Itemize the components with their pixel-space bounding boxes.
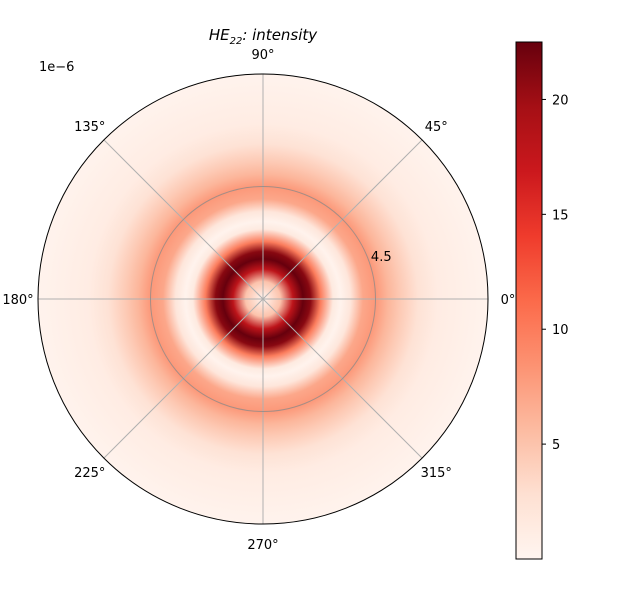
colorbar-ticks: 5 10 15 20 [542,93,569,453]
theta-tick-label: 315° [421,466,452,481]
theta-tick-label: 0° [501,293,516,308]
title-prefix: HE [209,26,230,44]
colorbar-tick-label: 15 [552,208,569,223]
r-gridlines [150,186,376,412]
title-subscript: 22 [230,36,243,47]
theta-tick-label: 135° [74,120,105,135]
theta-tick-label: 180° [2,293,33,308]
theta-tick-labels: 0° 45° 90° 135° 180° 225° 270° 315° [2,48,515,553]
colorbar [515,41,543,560]
theta-tick-label: 225° [74,466,105,481]
chart-title: HE22: intensity [209,26,318,47]
colorbar-tick-label: 5 [552,438,560,453]
theta-tick-label: 270° [247,538,278,553]
r-tick-label: 4.5 [371,250,392,265]
polar-frame [37,73,489,525]
theta-gridlines [38,74,488,524]
colorbar-tick-label: 10 [552,323,569,338]
theta-tick-label: 45° [425,120,448,135]
title-suffix: : intensity [242,26,318,44]
theta-tick-label: 90° [251,48,274,63]
colorbar-tick-label: 20 [552,93,569,108]
r-offset-text: 1e−6 [39,60,74,75]
r-gridline [150,186,376,412]
r-tick-labels: 4.5 [371,250,392,265]
